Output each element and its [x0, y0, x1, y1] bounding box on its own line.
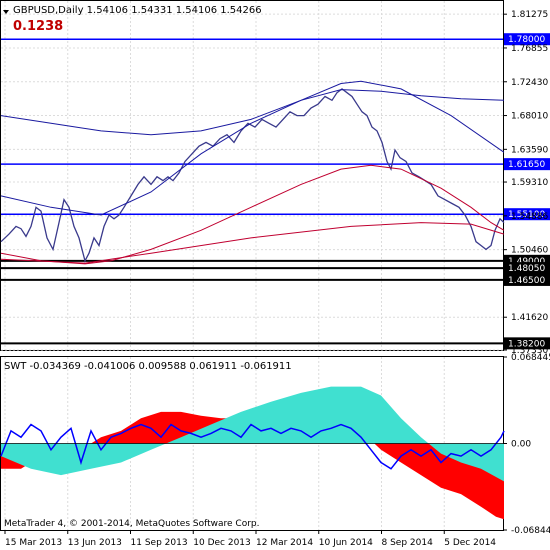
x-tick-label: 10 Dec 2013	[193, 538, 251, 548]
level-badge	[504, 337, 550, 350]
y-tick-label: 1.68010	[511, 112, 548, 122]
level-badge	[504, 158, 550, 171]
y-tick-label: 1.81275	[511, 10, 548, 20]
x-tick-label: 12 Mar 2014	[256, 538, 313, 548]
y-tick-label: 1.37330	[511, 346, 548, 356]
x-tick-label: 8 Sep 2014	[382, 538, 434, 548]
level-badge	[504, 262, 550, 275]
price-series-2	[0, 222, 505, 264]
y-tick-label: 1.54886	[511, 212, 548, 222]
price-series-1	[0, 164, 505, 265]
swt-tick-label: 0.00	[511, 440, 531, 450]
level-badge	[504, 33, 550, 46]
main-panel-frame	[0, 0, 504, 351]
level-badge	[504, 254, 550, 267]
x-axis: 15 Mar 2013 13 Jun 2013 11 Sep 2013 10 Dec …	[4, 530, 496, 548]
x-tick-label: 5 Dec 2014	[444, 538, 496, 548]
grid	[1, 1, 503, 530]
x-tick-label: 13 Jun 2013	[68, 538, 122, 548]
y-tick-label: 1.72430	[511, 78, 548, 88]
swt-area-1	[1, 386, 504, 482]
level-label: 1.38200	[508, 339, 545, 349]
dropdown-triangle-icon	[3, 10, 9, 14]
swt-title: SWT -0.034369 -0.041006 0.009588 0.06191…	[4, 361, 292, 372]
y-tick-label: 1.50460	[511, 246, 548, 256]
y-axis: 1.81275 1.76855 1.72430 1.68010 1.63590 1.593…	[503, 10, 550, 536]
value-label: 0.1238	[13, 19, 63, 34]
level-label: 1.48050	[508, 264, 545, 274]
level-label: 1.46500	[508, 276, 545, 286]
y-tick-label: 1.76855	[511, 44, 548, 54]
level-label: 1.55100	[508, 210, 545, 220]
price-series-4	[0, 89, 505, 216]
y-tick-label: 1.41620	[511, 313, 548, 323]
chart-title: GBPUSD,Daily 1.54106 1.54331 1.54106 1.5…	[13, 5, 262, 16]
price-lines	[0, 80, 505, 265]
price-series-3	[0, 80, 505, 153]
swt-areas	[0, 386, 505, 520]
copyright: MetaTrader 4, © 2001-2014, MetaQuotes So…	[4, 519, 260, 529]
x-tick-label: 11 Sep 2013	[131, 538, 188, 548]
level-badge	[504, 273, 550, 286]
swt-line	[0, 423, 505, 470]
level-badge	[504, 208, 550, 221]
level-label: 1.61650	[508, 160, 545, 170]
swt-area-0	[1, 411, 504, 520]
y-tick-label: 1.63590	[511, 145, 548, 155]
level-label: 1.78000	[508, 35, 545, 45]
swt-tick-label: -0.068445	[511, 526, 550, 536]
level-label: 1.49000	[508, 257, 545, 267]
swt-tick-label: 0.068445	[511, 353, 550, 363]
x-tick-label: 15 Mar 2013	[5, 538, 62, 548]
y-tick-label: 1.59310	[511, 178, 548, 188]
x-tick-label: 10 Jun 2014	[319, 538, 373, 548]
